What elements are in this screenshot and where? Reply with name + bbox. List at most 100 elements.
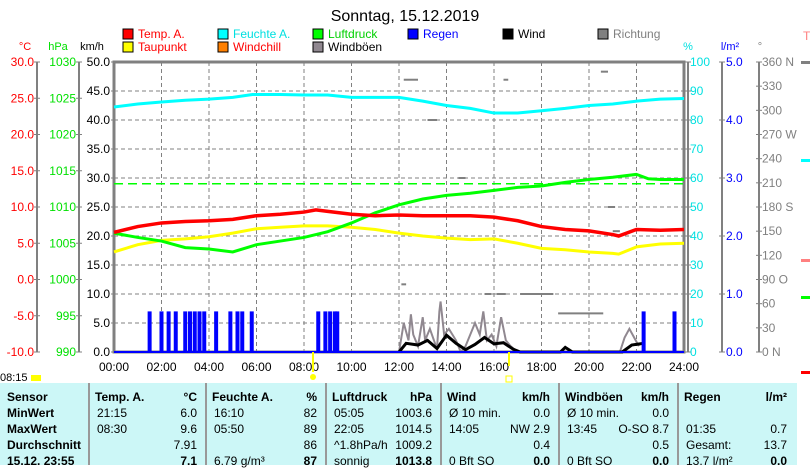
rain-bar [192, 311, 197, 352]
hpa-tick-label: 1025 [49, 91, 76, 105]
dewpoint-line [113, 224, 685, 256]
celsius-unit-label: °C [19, 41, 31, 53]
kmh-unit-label: km/h [80, 41, 104, 53]
sunset-icon [505, 375, 513, 383]
hpa-unit-label: hPa [48, 41, 68, 53]
percent-tick-label: 70 [690, 142, 704, 156]
rain-bar [202, 311, 207, 352]
rain-tick-label: 3.0 [726, 171, 743, 185]
x-tick-label: 00:00 [99, 360, 129, 374]
legend-label: Windchill [233, 40, 281, 54]
rain-tick-label: 4.0 [726, 113, 743, 127]
legend-swatch [217, 41, 229, 53]
deg-tick-label: 30 [762, 321, 776, 335]
kmh-tick-label: 45.0 [87, 84, 111, 98]
kmh-tick-label: 10.0 [87, 287, 111, 301]
x-tick-label: 24:00 [669, 360, 699, 374]
cell-value: 6.0 [180, 406, 197, 420]
rain-bar [249, 311, 254, 352]
deg-tick-label: 210 [762, 176, 782, 190]
rain-bar [641, 311, 646, 352]
column-header: Windböen [565, 390, 623, 404]
rain-bar [335, 311, 340, 352]
percent-tick-label: 30 [690, 258, 704, 272]
cell-value: 82 [303, 406, 317, 420]
deg-tick-label: 90 O [762, 273, 788, 287]
cell-value: O-SO 8.7 [618, 422, 669, 436]
cell-value: 0.0 [533, 406, 550, 420]
column-header: Wind [447, 390, 477, 404]
right-indicator-label: T [803, 29, 810, 43]
percent-tick-label: 80 [690, 113, 704, 127]
rain-bar [323, 311, 328, 352]
celsius-tick-label: 10.0 [11, 200, 35, 214]
legend-label: Regen [423, 27, 458, 41]
cell-note: 16:10 [214, 406, 245, 420]
legend-label: Luftdruck [328, 27, 378, 41]
legend-swatch [122, 41, 134, 53]
legend-swatch [122, 28, 134, 40]
column-divider [440, 383, 442, 465]
cell-note: Ø 10 min. [567, 406, 620, 420]
x-tick-label: 12:00 [384, 360, 414, 374]
celsius-tick-label: 5.0 [17, 236, 34, 250]
row-label: 15.12. 23:55 [7, 454, 75, 468]
legend-label: Wind [518, 27, 545, 41]
weather-chart: Sonntag, 15.12.2019 Temp. A. Feuchte A. Luf… [7, 8, 810, 383]
cell-value: 7.1 [180, 454, 197, 468]
column-divider [205, 383, 207, 465]
cell-value: 1009.2 [395, 438, 432, 452]
cell-value: 0.0 [652, 454, 669, 468]
row-label: MinWert [7, 406, 55, 420]
celsius-tick-label: 25.0 [11, 91, 35, 105]
celsius-tick-label: 15.0 [11, 164, 35, 178]
percent-tick-label: 50 [690, 200, 704, 214]
pressure-line [113, 172, 684, 254]
cell-note: ^1.8hPa/h [334, 438, 388, 452]
rain-tick-label: 0.0 [726, 345, 743, 359]
deg-tick-label: 150 [762, 224, 782, 238]
rain-bar [214, 311, 219, 352]
legend-label: Feuchte A. [233, 27, 290, 41]
kmh-tick-label: 5.0 [93, 316, 110, 330]
cell-note: 08:30 [97, 422, 128, 436]
cell-note: Ø 10 min. [449, 406, 502, 420]
cell-note: 05:05 [334, 406, 365, 420]
current-time-marker [30, 375, 41, 381]
legend-swatch [217, 28, 229, 40]
right-indicator-mark [801, 259, 810, 262]
deg-tick-label: 300 [762, 103, 782, 117]
cell-value: 9.6 [180, 422, 197, 436]
rain-bar [166, 311, 171, 352]
rain-bar [672, 311, 677, 352]
deg-tick-label: 270 W [762, 128, 797, 142]
x-tick-label: 22:00 [621, 360, 651, 374]
column-divider [325, 383, 327, 465]
rain-tick-label: 2.0 [726, 229, 743, 243]
percent-tick-label: 20 [690, 287, 704, 301]
cell-value: 1013.8 [395, 454, 432, 468]
statistics-table: Sensor Temp. A. °C Feuchte A.% Luftdruck hPa W… [0, 383, 797, 468]
rain-unit-label: l/m² [721, 41, 740, 53]
rain-bar [228, 311, 233, 352]
column-header: Luftdruck [332, 390, 388, 404]
legend-swatch [312, 28, 324, 40]
temperature-line [113, 208, 685, 238]
cell-value: 0.4 [533, 438, 550, 452]
celsius-tick-label: -5.0 [13, 309, 34, 323]
rain-bar [332, 311, 337, 352]
hpa-tick-label: 1000 [49, 273, 76, 287]
deg-tick-label: 60 [762, 297, 776, 311]
right-indicator-mark [801, 61, 810, 64]
cell-value: 0.0 [770, 454, 787, 468]
rain-bar [147, 311, 152, 352]
celsius-tick-label: 30.0 [11, 55, 35, 69]
right-indicator-mark [801, 159, 810, 162]
kmh-tick-label: 30.0 [87, 171, 111, 185]
kmh-tick-label: 0.0 [93, 345, 110, 359]
hpa-tick-label: 990 [56, 345, 76, 359]
row-label: MaxWert [7, 422, 57, 436]
kmh-tick-label: 35.0 [87, 142, 111, 156]
hpa-tick-label: 1010 [49, 200, 76, 214]
cell-value: 87 [303, 454, 317, 468]
